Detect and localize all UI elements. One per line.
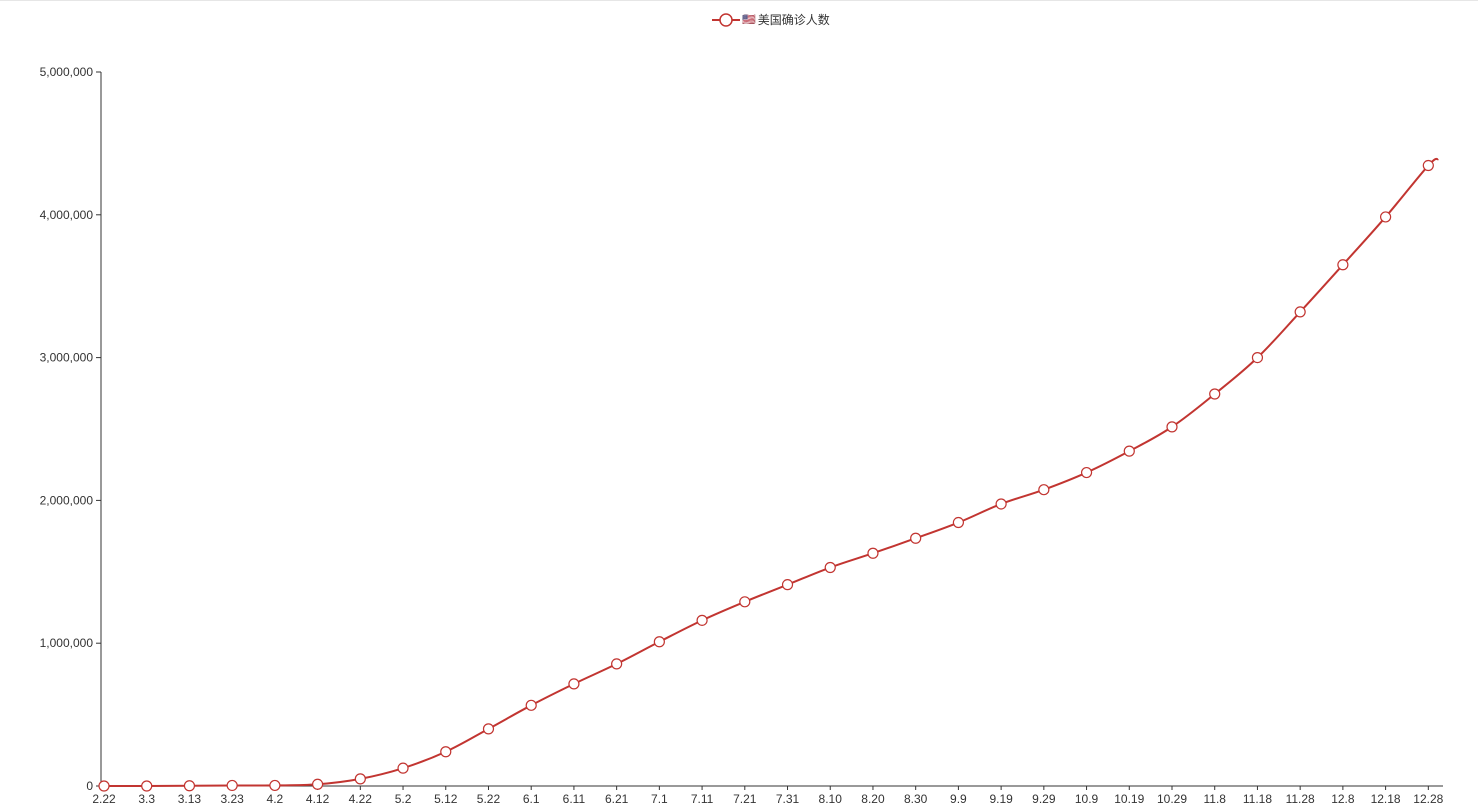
data-point[interactable] — [482, 723, 495, 735]
x-tick-label: 11.8 — [1203, 792, 1226, 806]
x-tick-label: 7.21 — [733, 792, 757, 806]
data-point[interactable] — [269, 779, 281, 792]
data-point[interactable] — [824, 561, 836, 574]
data-point[interactable] — [696, 614, 708, 626]
x-tick-label: 4.2 — [267, 792, 284, 806]
x-tick-label: 8.20 — [861, 792, 885, 806]
x-tick-label: 8.30 — [904, 792, 928, 806]
x-tick-label: 10.29 — [1157, 792, 1187, 806]
data-point[interactable] — [568, 678, 580, 690]
circle-line-icon — [712, 13, 740, 27]
data-point[interactable] — [1422, 159, 1434, 172]
x-tick-label: 10.19 — [1114, 792, 1144, 806]
data-point[interactable] — [440, 746, 452, 758]
x-tick-label: 5.2 — [395, 792, 412, 806]
y-tick-label: 4,000,000 — [40, 208, 94, 222]
y-axis: 0 1,000,000 2,000,000 3,000,000 4,000,000 5,0… — [40, 65, 102, 793]
data-point[interactable] — [995, 498, 1007, 510]
x-tick-label: 2.22 — [92, 792, 116, 806]
x-tick-label: 12.28 — [1413, 792, 1443, 806]
series-confirmed-cases — [98, 157, 1439, 792]
data-point[interactable] — [1038, 484, 1050, 496]
x-tick-label: 3.23 — [220, 792, 244, 806]
data-point[interactable] — [1166, 421, 1178, 433]
x-tick-label: 7.1 — [651, 792, 668, 806]
data-point[interactable] — [312, 778, 324, 790]
data-point[interactable] — [525, 699, 537, 711]
data-point[interactable] — [653, 636, 665, 648]
x-tick-label: 9.29 — [1032, 792, 1056, 806]
data-point[interactable] — [781, 579, 794, 591]
x-axis: 2.22 3.3 3.13 3.23 4.2 4.12 4.22 5.2 5.12 5.22 6.1… — [92, 785, 1444, 806]
x-tick-label: 4.12 — [306, 792, 330, 806]
x-tick-label: 4.22 — [349, 792, 373, 806]
x-tick-label: 8.10 — [819, 792, 843, 806]
x-tick-label: 3.13 — [178, 792, 202, 806]
top-border-line — [0, 0, 1478, 1]
x-tick-label: 3.3 — [138, 792, 155, 806]
data-point[interactable] — [98, 780, 110, 792]
us-flag-icon: 🇺🇸 — [742, 14, 756, 26]
y-tick-label: 2,000,000 — [40, 493, 94, 507]
y-tick-label: 3,000,000 — [40, 351, 94, 365]
x-tick-label: 12.8 — [1331, 792, 1355, 806]
data-point[interactable] — [611, 658, 623, 670]
y-tick-label: 0 — [86, 779, 93, 793]
x-tick-label: 11.18 — [1243, 792, 1272, 806]
data-point[interactable] — [397, 762, 409, 774]
data-point[interactable] — [226, 779, 238, 792]
data-point[interactable] — [867, 547, 879, 559]
data-point[interactable] — [1337, 259, 1349, 271]
x-tick-label: 5.12 — [434, 792, 458, 806]
data-point[interactable] — [1123, 445, 1135, 457]
x-tick-label: 7.31 — [776, 792, 800, 806]
data-point[interactable] — [1251, 352, 1264, 364]
data-point[interactable] — [183, 780, 196, 792]
data-point[interactable] — [952, 516, 965, 529]
data-point[interactable] — [910, 532, 922, 544]
x-tick-label: 5.22 — [477, 792, 501, 806]
data-point[interactable] — [1294, 306, 1306, 318]
data-point[interactable] — [141, 780, 153, 792]
x-tick-label: 6.11 — [563, 792, 586, 806]
x-tick-label: 9.19 — [989, 792, 1013, 806]
x-tick-label: 12.18 — [1371, 792, 1401, 806]
data-point[interactable] — [1379, 211, 1392, 223]
y-tick-label: 1,000,000 — [40, 636, 94, 650]
x-tick-label: 7.11 — [691, 792, 714, 806]
series-line — [103, 157, 1439, 788]
x-tick-label: 9.9 — [950, 792, 967, 806]
data-point[interactable] — [739, 596, 751, 608]
y-tick-label: 5,000,000 — [40, 65, 94, 79]
x-tick-label: 6.1 — [523, 792, 540, 806]
data-point[interactable] — [354, 773, 366, 785]
data-point[interactable] — [1209, 388, 1221, 400]
legend-item[interactable]: 🇺🇸 美国确诊人数 — [712, 10, 830, 30]
x-tick-label: 11.28 — [1286, 792, 1315, 806]
legend-label: 美国确诊人数 — [757, 13, 830, 27]
x-tick-label: 6.21 — [605, 792, 629, 806]
data-point[interactable] — [1080, 466, 1093, 479]
x-tick-label: 10.9 — [1075, 792, 1099, 806]
